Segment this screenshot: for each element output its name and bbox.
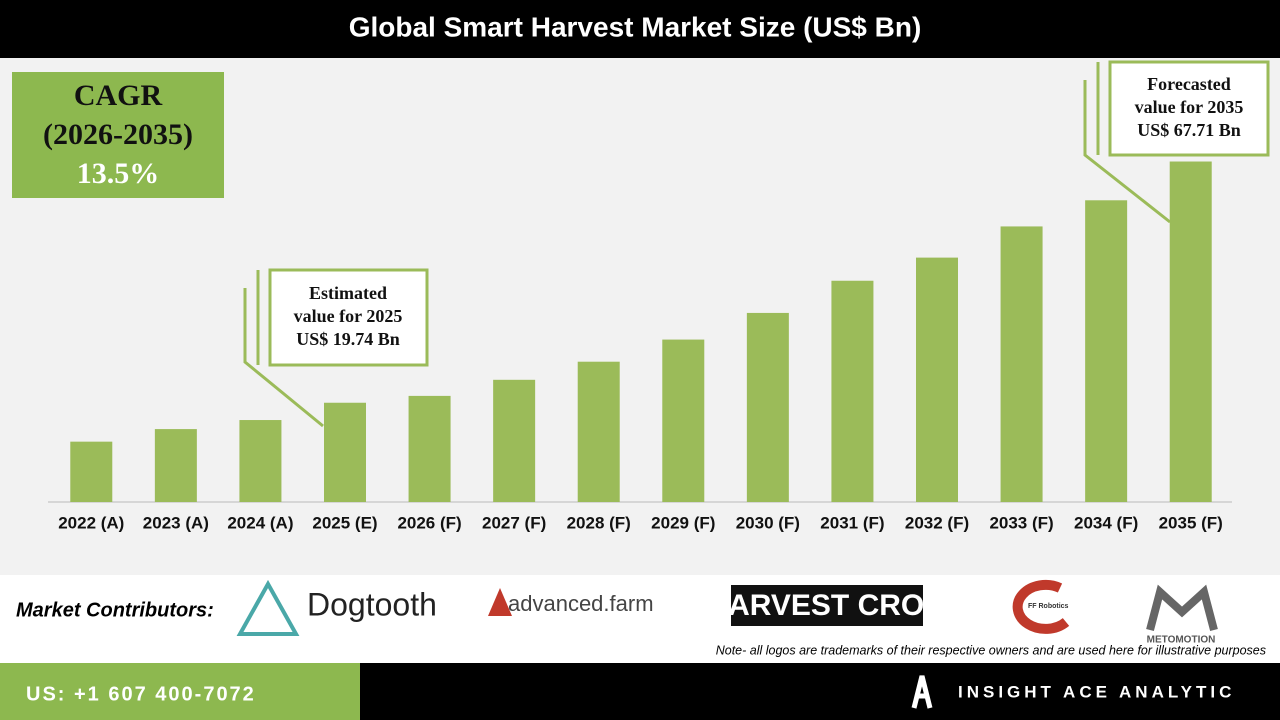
x-tick-label: 2031 (F)	[820, 513, 884, 532]
annotation-line: Estimated	[309, 283, 387, 303]
bar	[408, 395, 451, 502]
phone: US: +1 607 400-7072	[26, 683, 256, 705]
x-tick-label: 2034 (F)	[1074, 513, 1138, 532]
bar	[1000, 226, 1043, 503]
contributors-label: Market Contributors:	[16, 599, 214, 621]
bar	[324, 402, 366, 502]
x-tick-label: 2035 (F)	[1159, 513, 1223, 532]
annotation-line: value for 2035	[1135, 97, 1244, 117]
bar	[662, 339, 705, 502]
logo-advanced-farm: advanced.farm	[508, 591, 654, 616]
logo-harvest-croo: HARVEST CROO	[706, 589, 947, 622]
x-tick-label: 2026 (F)	[397, 513, 461, 532]
annotation-line: value for 2025	[294, 306, 403, 326]
cagr-label: CAGR	[74, 79, 163, 112]
title-bar	[0, 0, 1280, 58]
advanced-icon	[488, 588, 512, 616]
logo-metomotion: METOMOTION	[1147, 635, 1216, 646]
x-tick-label: 2030 (F)	[736, 513, 800, 532]
bar	[916, 257, 958, 502]
harvest-croo-box	[731, 585, 923, 626]
ff-icon	[1012, 579, 1070, 634]
bar	[239, 420, 282, 502]
bar	[70, 441, 113, 502]
annotation-line: Forecasted	[1147, 74, 1231, 94]
note: Note- all logos are trademarks of their …	[716, 643, 1266, 657]
x-tick-label: 2032 (F)	[905, 513, 969, 532]
x-tick-label: 2028 (F)	[567, 513, 631, 532]
x-tick-label: 2033 (F)	[989, 513, 1053, 532]
annotation-line: US$ 19.74 Bn	[296, 329, 400, 349]
dogtooth-icon	[236, 579, 300, 636]
phone-bar	[0, 663, 360, 720]
x-tick-label: 2024 (A)	[227, 513, 293, 532]
x-tick-label: 2025 (E)	[312, 513, 377, 532]
x-tick-label: 2023 (A)	[143, 513, 209, 532]
cagr-period: (2026-2035)	[43, 118, 193, 151]
bar	[746, 312, 789, 502]
bar	[831, 280, 874, 502]
brand: INSIGHT ACE ANALYTIC	[958, 682, 1235, 701]
callout-estimated	[243, 268, 429, 428]
bar	[493, 379, 536, 502]
brand-icon	[911, 675, 933, 709]
logo-ff-robotics: FF Robotics	[1028, 603, 1069, 610]
x-tick-label: 2022 (A)	[58, 513, 124, 532]
chart-title: Global Smart Harvest Market Size (US$ Bn…	[349, 11, 922, 42]
logo-dogtooth: Dogtooth	[307, 586, 437, 622]
bar	[1085, 200, 1128, 503]
x-tick-label: 2027 (F)	[482, 513, 546, 532]
callout-forecast	[1083, 60, 1270, 224]
cagr-value: 13.5%	[77, 157, 160, 190]
cagr-box	[12, 72, 224, 198]
bar	[577, 361, 620, 502]
x-tick-label: 2029 (F)	[651, 513, 715, 532]
contributors-band	[0, 575, 1280, 663]
brand-bar	[360, 663, 1280, 720]
bar	[154, 429, 197, 502]
annotation-line: US$ 67.71 Bn	[1137, 120, 1241, 140]
metomotion-icon	[1146, 584, 1218, 632]
bar	[1169, 161, 1212, 502]
